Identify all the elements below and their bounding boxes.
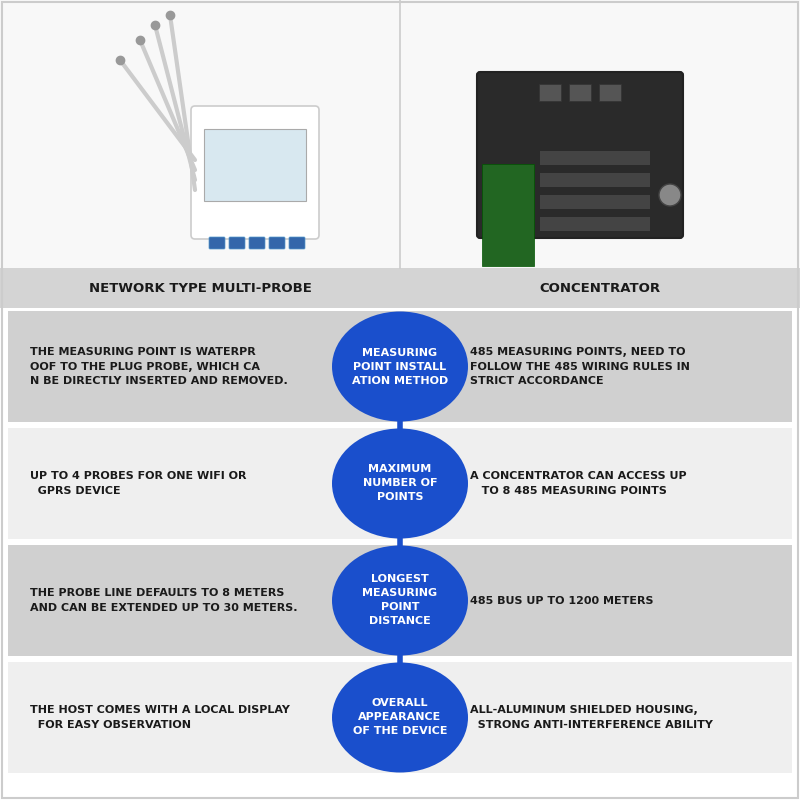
Text: 485 BUS UP TO 1200 METERS: 485 BUS UP TO 1200 METERS	[470, 595, 654, 606]
FancyBboxPatch shape	[540, 195, 650, 209]
FancyBboxPatch shape	[540, 173, 650, 187]
FancyBboxPatch shape	[8, 545, 792, 656]
Text: A CONCENTRATOR CAN ACCESS UP
   TO 8 485 MEASURING POINTS: A CONCENTRATOR CAN ACCESS UP TO 8 485 ME…	[470, 471, 686, 496]
FancyBboxPatch shape	[539, 84, 561, 101]
FancyBboxPatch shape	[477, 72, 683, 238]
FancyBboxPatch shape	[0, 0, 400, 268]
Ellipse shape	[659, 184, 681, 206]
Text: MAXIMUM
NUMBER OF
POINTS: MAXIMUM NUMBER OF POINTS	[362, 465, 438, 502]
Ellipse shape	[332, 662, 468, 773]
Text: CONCENTRATOR: CONCENTRATOR	[539, 282, 661, 294]
Text: THE HOST COMES WITH A LOCAL DISPLAY
  FOR EASY OBSERVATION: THE HOST COMES WITH A LOCAL DISPLAY FOR …	[30, 705, 290, 730]
Text: UP TO 4 PROBES FOR ONE WIFI OR
  GPRS DEVICE: UP TO 4 PROBES FOR ONE WIFI OR GPRS DEVI…	[30, 471, 246, 496]
Ellipse shape	[332, 429, 468, 538]
Text: LONGEST
MEASURING
POINT
DISTANCE: LONGEST MEASURING POINT DISTANCE	[362, 574, 438, 626]
Text: OVERALL
APPEARANCE
OF THE DEVICE: OVERALL APPEARANCE OF THE DEVICE	[353, 698, 447, 737]
FancyBboxPatch shape	[8, 662, 792, 773]
Text: 485 MEASURING POINTS, NEED TO
FOLLOW THE 485 WIRING RULES IN
STRICT ACCORDANCE: 485 MEASURING POINTS, NEED TO FOLLOW THE…	[470, 346, 690, 386]
FancyBboxPatch shape	[599, 84, 621, 101]
FancyBboxPatch shape	[8, 311, 792, 422]
FancyBboxPatch shape	[249, 237, 265, 249]
FancyBboxPatch shape	[229, 237, 245, 249]
FancyBboxPatch shape	[209, 237, 225, 249]
FancyBboxPatch shape	[8, 428, 792, 539]
FancyBboxPatch shape	[540, 217, 650, 231]
Text: MEASURING
POINT INSTALL
ATION METHOD: MEASURING POINT INSTALL ATION METHOD	[352, 347, 448, 386]
Text: THE MEASURING POINT IS WATERPR
OOF TO THE PLUG PROBE, WHICH CA
N BE DIRECTLY INS: THE MEASURING POINT IS WATERPR OOF TO TH…	[30, 346, 288, 386]
Ellipse shape	[332, 311, 468, 422]
Text: NETWORK TYPE MULTI-PROBE: NETWORK TYPE MULTI-PROBE	[89, 282, 311, 294]
FancyBboxPatch shape	[191, 106, 319, 239]
FancyBboxPatch shape	[0, 268, 800, 308]
FancyBboxPatch shape	[482, 164, 534, 266]
Text: ALL-ALUMINUM SHIELDED HOUSING,
  STRONG ANTI-INTERFERENCE ABILITY: ALL-ALUMINUM SHIELDED HOUSING, STRONG AN…	[470, 705, 713, 730]
Text: THE PROBE LINE DEFAULTS TO 8 METERS
AND CAN BE EXTENDED UP TO 30 METERS.: THE PROBE LINE DEFAULTS TO 8 METERS AND …	[30, 588, 298, 613]
FancyBboxPatch shape	[204, 129, 306, 201]
Ellipse shape	[332, 546, 468, 655]
FancyBboxPatch shape	[269, 237, 285, 249]
FancyBboxPatch shape	[289, 237, 305, 249]
FancyBboxPatch shape	[400, 0, 800, 268]
FancyBboxPatch shape	[569, 84, 591, 101]
FancyBboxPatch shape	[540, 151, 650, 165]
